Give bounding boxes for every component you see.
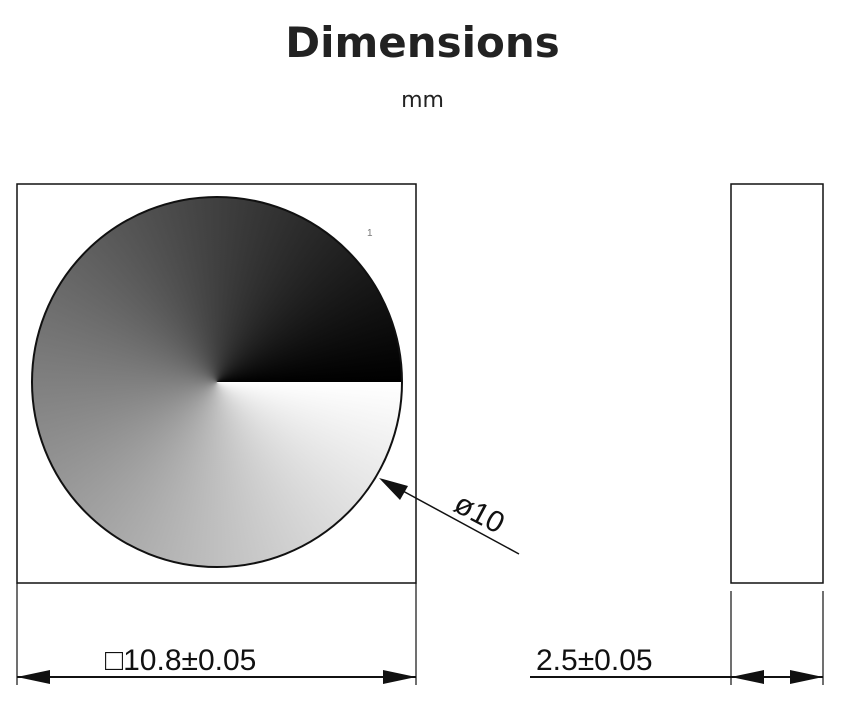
diameter-leader — [389, 483, 520, 555]
thickness-arrow-right — [790, 670, 823, 684]
circular-window — [32, 197, 402, 567]
side-view-outline — [730, 183, 824, 584]
width-arrow-left — [17, 670, 50, 684]
unit-label: mm — [401, 88, 444, 113]
diameter-arrow — [379, 478, 408, 500]
pin-marker: 1 — [367, 228, 373, 239]
top-view-outline — [16, 183, 417, 584]
width-arrow-right — [383, 670, 416, 684]
width-label: □10.8±0.05 — [105, 644, 256, 677]
thickness-label: 2.5±0.05 — [536, 644, 653, 677]
page-title: Dimensions — [285, 18, 560, 67]
thickness-arrow-left — [731, 670, 764, 684]
circle-outline — [31, 196, 403, 568]
